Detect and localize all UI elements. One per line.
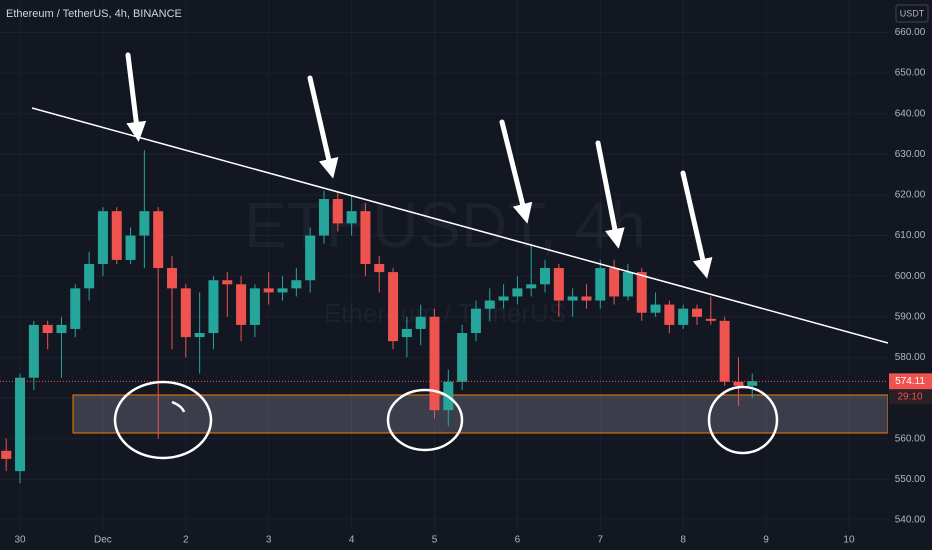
countdown-box (889, 389, 932, 405)
candle-body (28, 324, 39, 378)
candle-body (332, 199, 343, 224)
candle-body (747, 381, 758, 386)
candle-body (153, 211, 164, 269)
support-zone (72, 394, 889, 434)
y-tick-label: 600.00 (895, 271, 926, 282)
y-tick-label: 610.00 (895, 230, 926, 241)
candle-body (70, 288, 81, 329)
candle-body (194, 333, 205, 338)
candle-body (360, 211, 371, 264)
arrows (125, 52, 713, 279)
x-tick-label: 3 (266, 535, 272, 546)
chart-title: Ethereum / TetherUS, 4h, BINANCE (6, 8, 182, 20)
x-tick-label: 5 (432, 535, 438, 546)
candle-body (567, 296, 578, 301)
y-tick-label: 650.00 (895, 68, 926, 79)
candle-body (526, 284, 537, 289)
candle-body (484, 300, 495, 309)
watermark: ETHUSDT, 4h (244, 189, 646, 261)
candle-body (42, 324, 53, 334)
x-tick-label: 2 (183, 535, 189, 546)
currency: USDT (900, 8, 925, 18)
candle-body (305, 235, 316, 281)
candle-body (678, 308, 689, 325)
candle-body (346, 211, 357, 224)
candle-body (291, 280, 302, 289)
candle-body (636, 272, 647, 313)
candle-body (581, 296, 592, 301)
candle-body (125, 235, 136, 260)
candle-body (540, 268, 551, 285)
y-tick-label: 640.00 (895, 108, 926, 119)
candle-body (457, 333, 468, 382)
candle-body (249, 288, 260, 325)
candle-body (1, 450, 12, 459)
x-tick-label: 7 (598, 535, 604, 546)
x-tick-label: 8 (680, 535, 686, 546)
x-tick-label: 9 (763, 535, 769, 546)
currency-box (895, 4, 929, 23)
candle-body (664, 304, 675, 325)
x-tick-label: 30 (14, 535, 26, 546)
y-tick-label: 540.00 (895, 514, 926, 525)
candle-body (56, 324, 67, 334)
candle-body (222, 280, 233, 285)
candle-body (167, 268, 178, 289)
candle-body (388, 272, 399, 342)
candle-body (374, 263, 385, 273)
candle-body (97, 211, 108, 264)
candle-body (733, 381, 744, 386)
candle-body (609, 268, 620, 297)
candle-body (595, 268, 606, 301)
candle-body (415, 316, 426, 329)
x-tick-label: Dec (94, 535, 112, 546)
y-tick-label: 660.00 (895, 27, 926, 38)
candle-body (622, 272, 633, 297)
time-axis (0, 530, 932, 550)
price-axis (888, 0, 932, 550)
x-tick-label: 6 (515, 535, 521, 546)
candle-body (139, 211, 150, 236)
y-tick-label: 550.00 (895, 474, 926, 485)
candle-body (15, 377, 26, 472)
candle-body (553, 268, 564, 301)
y-tick-label: 630.00 (895, 149, 926, 160)
x-tick-label: 10 (843, 535, 855, 546)
y-tick-label: 560.00 (895, 433, 926, 444)
watermark-subtitle: Ethereum / TetherUS (324, 298, 566, 328)
trend-line (31, 107, 889, 344)
candle-body (719, 320, 730, 382)
candle-body (498, 296, 509, 301)
candle-body (208, 280, 219, 334)
candle-body (277, 288, 288, 293)
countdown-label: 29:10 (897, 391, 922, 402)
candle-body (263, 288, 274, 293)
candle-body (84, 263, 95, 289)
y-tick-label: 620.00 (895, 190, 926, 201)
candle-body (180, 288, 191, 338)
candle-body (401, 328, 412, 338)
candle-body (512, 288, 523, 297)
candle-body (650, 304, 661, 313)
last-price-label: 574.11 (895, 376, 925, 387)
candle-body (111, 211, 122, 260)
y-tick-label: 580.00 (895, 352, 926, 363)
last-price-box (889, 373, 932, 390)
candle-body (318, 199, 329, 236)
x-tick-label: 4 (349, 535, 355, 546)
candle-body (470, 308, 481, 334)
candle-body (691, 308, 702, 317)
y-tick-label: 590.00 (895, 311, 926, 322)
circles (113, 380, 779, 460)
candle-body (429, 316, 440, 411)
candle-body (705, 318, 716, 321)
candle-body (236, 284, 247, 325)
